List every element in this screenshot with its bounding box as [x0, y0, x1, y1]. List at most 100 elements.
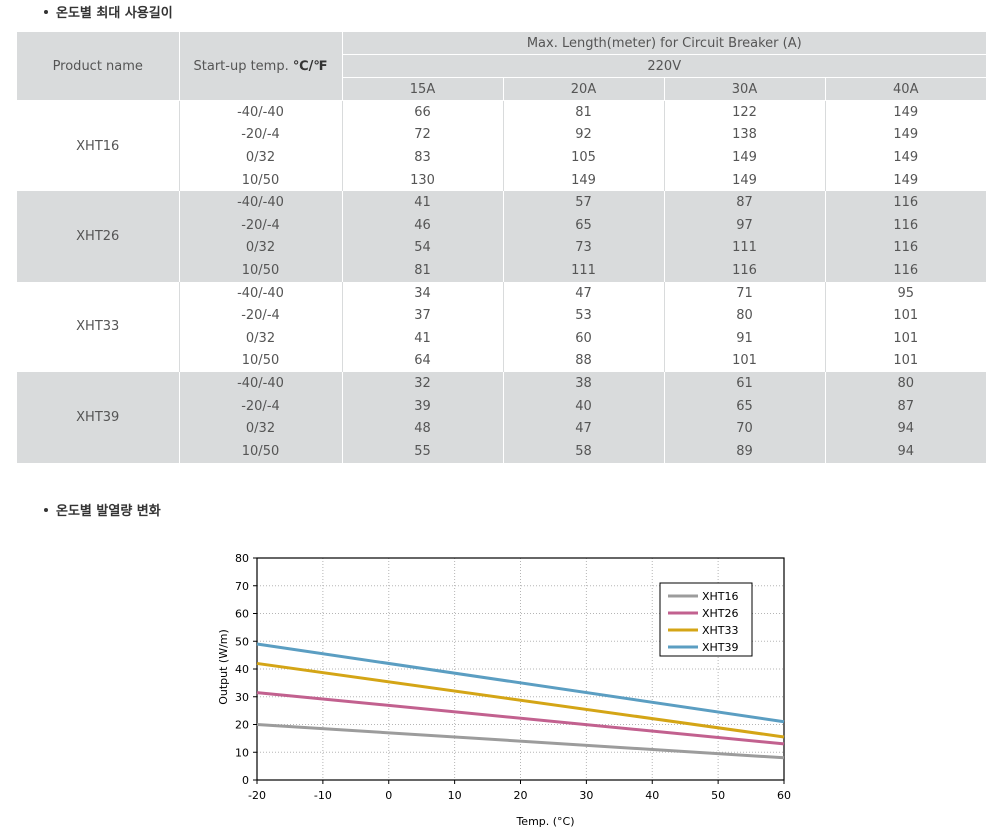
- length-cell: 95: [825, 281, 986, 305]
- length-cell: 46: [342, 213, 504, 237]
- table-row: 10/50 81 111 116 116: [17, 259, 986, 282]
- table-row: 0/32 41 60 91 101: [17, 326, 986, 350]
- temp-cell: 10/50: [179, 168, 343, 192]
- temp-cell: 0/32: [179, 326, 343, 350]
- table-row: -20/-4 39 40 65 87: [17, 394, 986, 418]
- x-tick-label: -10: [314, 789, 332, 802]
- length-cell: 101: [664, 349, 826, 373]
- table-row: XHT39 -40/-40 32 38 61 80: [17, 372, 986, 463]
- length-cell: 149: [825, 123, 986, 147]
- length-cell: 61: [664, 372, 826, 395]
- bullet-icon: [44, 9, 48, 14]
- table-row: 10/50 64 88 101 101: [17, 349, 986, 373]
- x-tick-label: 50: [711, 789, 725, 802]
- max-length-table: Product name Start-up temp. ℃/℉ Max. Len…: [17, 32, 986, 463]
- length-cell: 94: [825, 417, 986, 440]
- y-tick-label: 70: [235, 580, 249, 593]
- temp-cell: -40/-40: [179, 281, 343, 305]
- table-row: -20/-4 46 65 97 116: [17, 213, 986, 237]
- length-cell: 105: [503, 146, 665, 169]
- length-cell: 39: [342, 394, 504, 418]
- length-cell: 37: [342, 304, 504, 327]
- temp-cell: -40/-40: [179, 100, 343, 124]
- y-tick-label: 60: [235, 608, 249, 621]
- temp-cell: -20/-4: [179, 123, 343, 147]
- length-cell: 122: [664, 100, 826, 124]
- temp-cell: 0/32: [179, 417, 343, 440]
- length-cell: 71: [664, 281, 826, 305]
- length-cell: 58: [503, 439, 665, 463]
- length-cell: 64: [342, 349, 504, 373]
- length-cell: 80: [664, 304, 826, 327]
- length-cell: 116: [825, 236, 986, 260]
- table-row: 0/32 54 73 111 116: [17, 236, 986, 260]
- length-cell: 48: [342, 417, 504, 440]
- length-cell: 149: [503, 168, 665, 192]
- length-cell: 138: [664, 123, 826, 147]
- temp-cell: 0/32: [179, 236, 343, 260]
- length-cell: 149: [825, 168, 986, 192]
- length-cell: 87: [664, 191, 826, 214]
- y-tick-label: 40: [235, 663, 249, 676]
- legend-label: XHT26: [702, 607, 739, 620]
- length-cell: 101: [825, 326, 986, 350]
- length-cell: 116: [825, 191, 986, 214]
- temp-cell: 10/50: [179, 439, 343, 463]
- length-cell: 65: [664, 394, 826, 418]
- header-startup-temp-label: Start-up temp.: [193, 58, 293, 74]
- x-tick-label: 60: [777, 789, 791, 802]
- length-cell: 47: [503, 417, 665, 440]
- heat-output-chart: -20 -10 0 10 20 30 40 50 60 0 10 20 30 40 50 60 70 80 Temp…: [217, 552, 791, 828]
- length-cell: 97: [664, 213, 826, 237]
- series-line: [256, 691, 785, 746]
- table-row: 0/32 83 105 149 149: [17, 146, 986, 169]
- length-cell: 116: [825, 213, 986, 237]
- length-cell: 88: [503, 349, 665, 373]
- length-cell: 87: [825, 394, 986, 418]
- legend-label: XHT33: [702, 624, 739, 637]
- series-line: [256, 642, 785, 724]
- header-startup-temp-unit: ℃/℉: [292, 58, 328, 74]
- length-cell: 149: [664, 168, 826, 192]
- temp-cell: 0/32: [179, 146, 343, 169]
- x-tick-label: 20: [514, 789, 528, 802]
- header-breaker: 30A: [664, 77, 826, 101]
- y-tick-label: 30: [235, 691, 249, 704]
- length-cell: 47: [503, 281, 665, 305]
- product-name-cell: XHT39: [17, 372, 180, 463]
- plot-frame: [256, 557, 785, 781]
- table-row: XHT33 -40/-40 34 47 71 95: [17, 281, 986, 373]
- length-cell: 41: [342, 191, 504, 214]
- header-breaker: 40A: [825, 77, 986, 101]
- section-title-text: 온도별 발열량 변화: [56, 504, 161, 519]
- length-cell: 57: [503, 191, 665, 214]
- length-cell: 72: [342, 123, 504, 147]
- temp-cell: 10/50: [179, 349, 343, 373]
- table-row: XHT26 -40/-40 41 57 87 116: [17, 191, 986, 282]
- x-tick-label: 10: [448, 789, 462, 802]
- temp-cell: 10/50: [179, 259, 343, 282]
- y-tick-label: 20: [235, 719, 249, 732]
- length-cell: 81: [342, 259, 504, 282]
- length-cell: 89: [664, 439, 826, 463]
- legend-label: XHT16: [702, 590, 739, 603]
- series-line: [256, 723, 785, 760]
- x-tick-label: -20: [248, 789, 266, 802]
- length-cell: 149: [825, 146, 986, 169]
- length-cell: 91: [664, 326, 826, 350]
- x-axis-label: Temp. (°C): [515, 815, 574, 828]
- length-cell: 130: [342, 168, 504, 192]
- header-product-name: Product name: [17, 32, 180, 101]
- length-cell: 80: [825, 372, 986, 395]
- length-cell: 116: [825, 259, 986, 282]
- x-tick-label: 30: [579, 789, 593, 802]
- length-cell: 55: [342, 439, 504, 463]
- table-row: 10/50 55 58 89 94: [17, 439, 986, 463]
- length-cell: 38: [503, 372, 665, 395]
- length-cell: 111: [664, 236, 826, 260]
- length-cell: 149: [825, 100, 986, 124]
- table-row: -20/-4 37 53 80 101: [17, 304, 986, 327]
- header-startup-temp: Start-up temp. ℃/℉: [179, 32, 343, 101]
- length-cell: 116: [664, 259, 826, 282]
- length-cell: 111: [503, 259, 665, 282]
